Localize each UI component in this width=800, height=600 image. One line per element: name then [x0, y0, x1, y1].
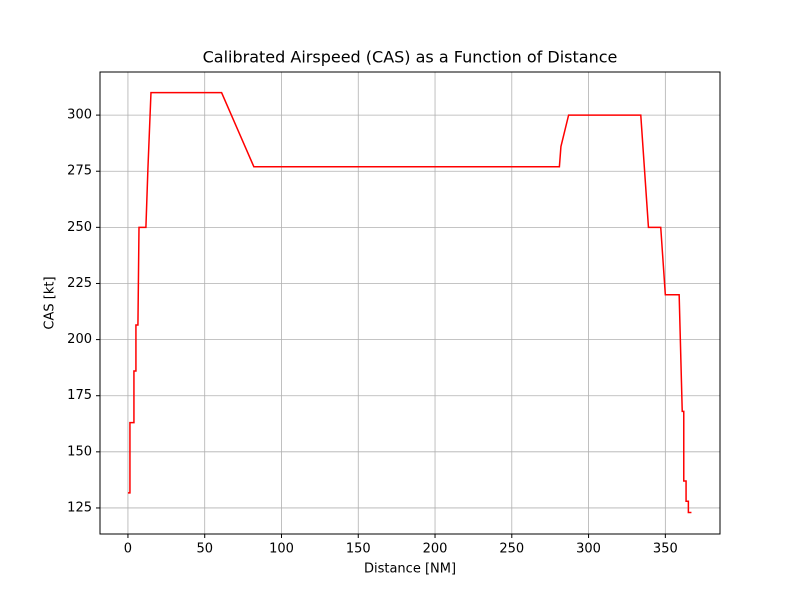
x-tick-label: 150: [346, 542, 371, 557]
y-tick-label: 125: [67, 500, 92, 515]
x-tick-label: 0: [124, 542, 132, 557]
x-tick-label: 250: [499, 542, 524, 557]
y-tick-label: 225: [67, 276, 92, 291]
y-axis-label: CAS [kt]: [43, 276, 58, 329]
y-tick-label: 200: [67, 332, 92, 347]
x-tick-label: 300: [576, 542, 601, 557]
x-tick-label: 50: [196, 542, 213, 557]
y-tick-label: 175: [67, 388, 92, 403]
x-tick-label: 100: [269, 542, 294, 557]
data-line: [127, 91, 692, 514]
y-tick-label: 300: [67, 108, 92, 123]
x-tick-label: 200: [423, 542, 448, 557]
plot-frame: [99, 71, 721, 535]
y-tick-label: 150: [67, 444, 92, 459]
x-axis-label: Distance [NM]: [364, 562, 456, 577]
chart-title: Calibrated Airspeed (CAS) as a Function …: [203, 48, 618, 67]
y-tick-label: 250: [67, 220, 92, 235]
x-tick-label: 350: [653, 542, 678, 557]
y-tick-label: 275: [67, 164, 92, 179]
